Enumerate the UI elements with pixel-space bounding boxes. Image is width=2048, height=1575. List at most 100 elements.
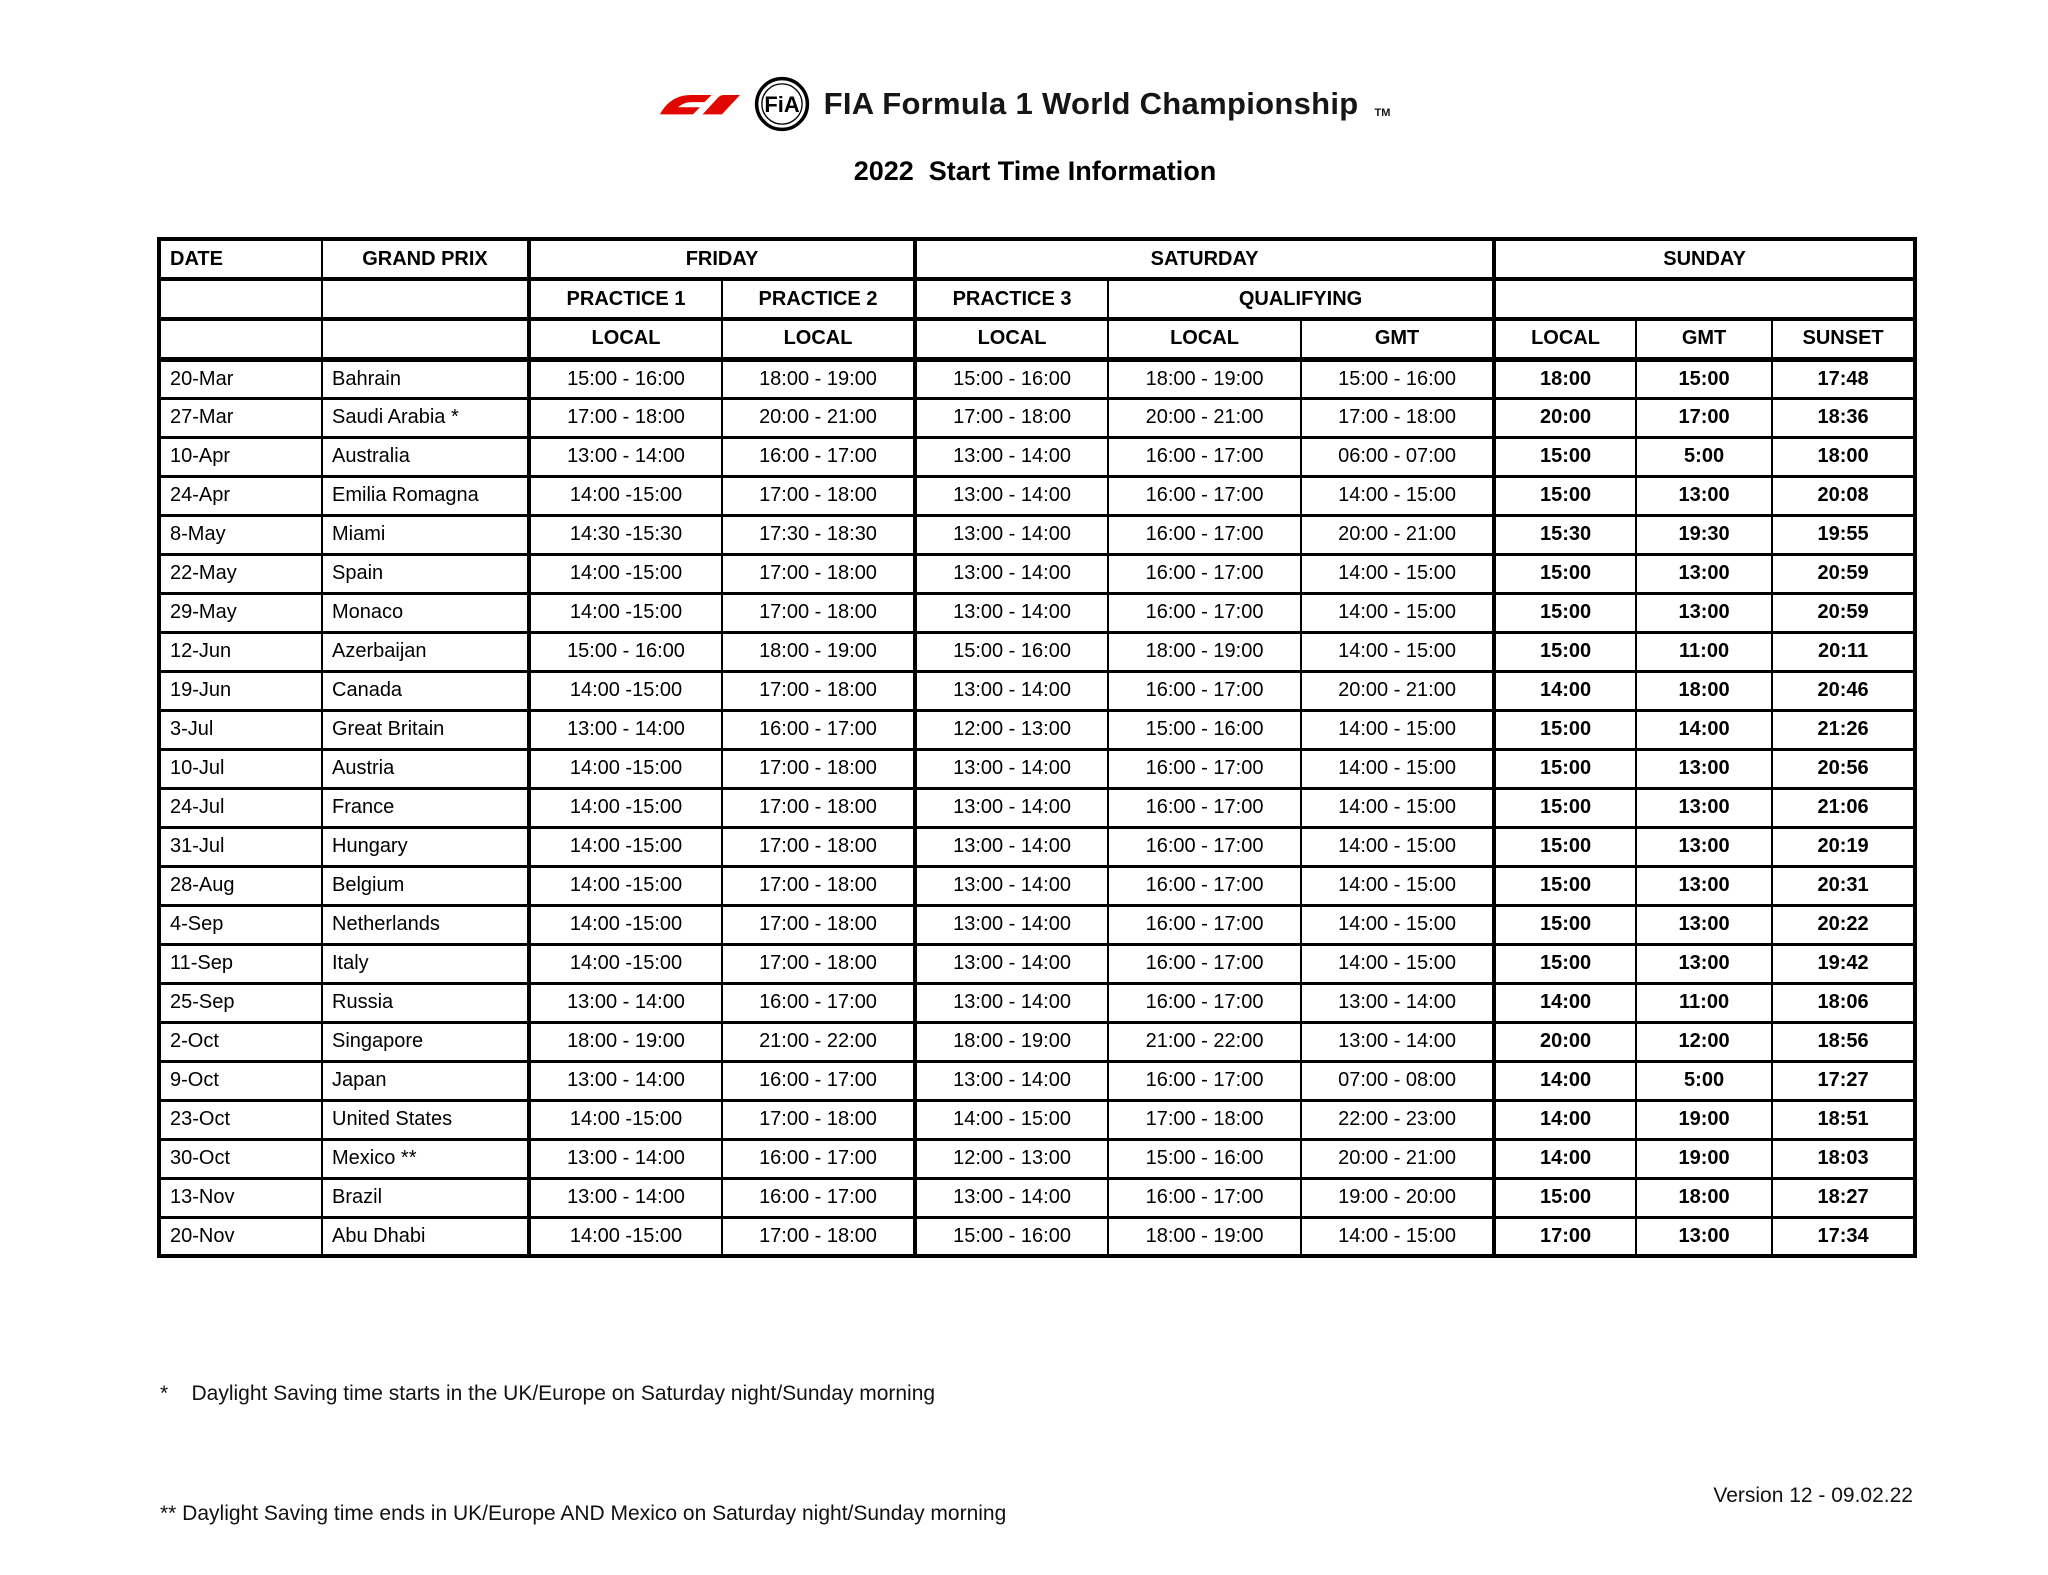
table-row: 9-Oct Japan 13:00 - 14:00 16:00 - 17:00 13:0… [158, 1059, 1917, 1102]
header-spacer-cell [321, 278, 530, 321]
cell-gp: Australia [321, 435, 530, 478]
cell-q-gmt: 19:00 - 20:00 [1300, 1176, 1496, 1219]
cell-q-local: 16:00 - 17:00 [1107, 981, 1303, 1024]
cell-date: 20-Nov [158, 1215, 323, 1258]
cell-p1: 18:00 - 19:00 [527, 1020, 723, 1063]
cell-q-local: 18:00 - 19:00 [1107, 630, 1303, 673]
cell-sun-gmt: 13:00 [1635, 825, 1774, 868]
col-header-sunday-local: LOCAL [1492, 318, 1638, 362]
cell-p2: 16:00 - 17:00 [720, 1059, 917, 1102]
cell-p3: 15:00 - 16:00 [913, 1215, 1110, 1258]
col-header-p2-local: LOCAL [720, 318, 917, 362]
col-header-sunset: SUNSET [1771, 318, 1917, 362]
cell-sun-local: 15:00 [1492, 903, 1638, 946]
cell-sun-gmt: 13:00 [1635, 864, 1774, 907]
cell-sun-gmt: 13:00 [1635, 474, 1774, 517]
cell-sun-local: 15:00 [1492, 942, 1638, 985]
cell-gp: United States [321, 1098, 530, 1141]
cell-p2: 16:00 - 17:00 [720, 435, 917, 478]
cell-sunset: 20:08 [1771, 474, 1917, 517]
cell-q-gmt: 14:00 - 15:00 [1300, 474, 1496, 517]
cell-gp: Netherlands [321, 903, 530, 946]
cell-sun-gmt: 13:00 [1635, 552, 1774, 595]
cell-p3: 15:00 - 16:00 [913, 630, 1110, 673]
col-header-quali-gmt: GMT [1300, 318, 1496, 362]
cell-p2: 16:00 - 17:00 [720, 1137, 917, 1180]
cell-p1: 13:00 - 14:00 [527, 708, 723, 751]
cell-p1: 14:00 -15:00 [527, 942, 723, 985]
cell-sun-gmt: 15:00 [1635, 357, 1774, 400]
cell-p1: 14:00 -15:00 [527, 786, 723, 829]
cell-sun-gmt: 19:00 [1635, 1098, 1774, 1141]
col-header-practice2: PRACTICE 2 [720, 278, 917, 321]
cell-sun-local: 15:00 [1492, 474, 1638, 517]
cell-sunset: 18:06 [1771, 981, 1917, 1024]
table-row: 28-Aug Belgium 14:00 -15:00 17:00 - 18:00 13… [158, 864, 1917, 907]
page-title: 2022 Start Time Information [853, 156, 1217, 186]
cell-sunset: 18:03 [1771, 1137, 1917, 1180]
cell-sun-gmt: 12:00 [1635, 1020, 1774, 1063]
cell-q-gmt: 20:00 - 21:00 [1300, 669, 1496, 712]
cell-p1: 14:00 -15:00 [527, 552, 723, 595]
cell-q-local: 16:00 - 17:00 [1107, 903, 1303, 946]
cell-sunset: 19:55 [1771, 513, 1917, 556]
svg-text:FiA: FiA [764, 92, 799, 117]
cell-sun-local: 14:00 [1492, 1137, 1638, 1180]
cell-sunset: 20:59 [1771, 552, 1917, 595]
cell-q-local: 16:00 - 17:00 [1107, 513, 1303, 556]
cell-gp: Japan [321, 1059, 530, 1102]
cell-q-gmt: 13:00 - 14:00 [1300, 981, 1496, 1024]
cell-sun-gmt: 11:00 [1635, 630, 1774, 673]
cell-sunset: 18:36 [1771, 396, 1917, 439]
cell-q-local: 15:00 - 16:00 [1107, 708, 1303, 751]
cell-q-gmt: 13:00 - 14:00 [1300, 1020, 1496, 1063]
start-times-table: DATE GRAND PRIX FRIDAY SATURDAY SUNDAY P… [157, 237, 1918, 1258]
cell-date: 13-Nov [158, 1176, 323, 1219]
cell-p2: 18:00 - 19:00 [720, 630, 917, 673]
cell-q-local: 16:00 - 17:00 [1107, 786, 1303, 829]
header-row-days: DATE GRAND PRIX FRIDAY SATURDAY SUNDAY [158, 238, 1917, 281]
cell-q-gmt: 07:00 - 08:00 [1300, 1059, 1496, 1102]
cell-p2: 17:00 - 18:00 [720, 669, 917, 712]
cell-p3: 13:00 - 14:00 [913, 435, 1110, 478]
cell-p1: 17:00 - 18:00 [527, 396, 723, 439]
cell-q-local: 16:00 - 17:00 [1107, 825, 1303, 868]
cell-p2: 17:00 - 18:00 [720, 942, 917, 985]
fia-emblem-icon: FiA [754, 76, 810, 132]
footnote-dst-start: * Daylight Saving time starts in the UK/… [160, 1382, 936, 1405]
col-header-practice1: PRACTICE 1 [527, 278, 723, 321]
cell-q-gmt: 22:00 - 23:00 [1300, 1098, 1496, 1141]
col-header-grand-prix: GRAND PRIX [321, 238, 530, 281]
cell-p2: 17:00 - 18:00 [720, 591, 917, 634]
table-row: 11-Sep Italy 14:00 -15:00 17:00 - 18:00 13:0… [158, 942, 1917, 985]
cell-sun-gmt: 13:00 [1635, 747, 1774, 790]
cell-sunset: 20:56 [1771, 747, 1917, 790]
table-row: 3-Jul Great Britain 13:00 - 14:00 16:00 - 1… [158, 708, 1917, 751]
cell-q-gmt: 17:00 - 18:00 [1300, 396, 1496, 439]
header-spacer-cell [321, 318, 530, 362]
cell-q-gmt: 14:00 - 15:00 [1300, 552, 1496, 595]
cell-gp: France [321, 786, 530, 829]
cell-p3: 13:00 - 14:00 [913, 1176, 1110, 1219]
col-header-p3-local: LOCAL [913, 318, 1110, 362]
cell-p1: 14:00 -15:00 [527, 1215, 723, 1258]
cell-q-gmt: 14:00 - 15:00 [1300, 708, 1496, 751]
cell-sun-local: 20:00 [1492, 1020, 1638, 1063]
cell-p3: 13:00 - 14:00 [913, 864, 1110, 907]
cell-sunset: 20:22 [1771, 903, 1917, 946]
table-row: 10-Jul Austria 14:00 -15:00 17:00 - 18:00 13… [158, 747, 1917, 790]
cell-p3: 13:00 - 14:00 [913, 474, 1110, 517]
cell-q-gmt: 20:00 - 21:00 [1300, 1137, 1496, 1180]
cell-q-local: 20:00 - 21:00 [1107, 396, 1303, 439]
cell-gp: Bahrain [321, 357, 530, 400]
cell-p2: 17:00 - 18:00 [720, 864, 917, 907]
cell-gp: Abu Dhabi [321, 1215, 530, 1258]
cell-gp: Spain [321, 552, 530, 595]
cell-p3: 13:00 - 14:00 [913, 981, 1110, 1024]
cell-p3: 13:00 - 14:00 [913, 747, 1110, 790]
cell-sun-local: 14:00 [1492, 1059, 1638, 1102]
trademark-mark: TM [1374, 107, 1391, 119]
cell-p2: 16:00 - 17:00 [720, 981, 917, 1024]
cell-q-local: 16:00 - 17:00 [1107, 591, 1303, 634]
cell-sun-gmt: 19:00 [1635, 1137, 1774, 1180]
